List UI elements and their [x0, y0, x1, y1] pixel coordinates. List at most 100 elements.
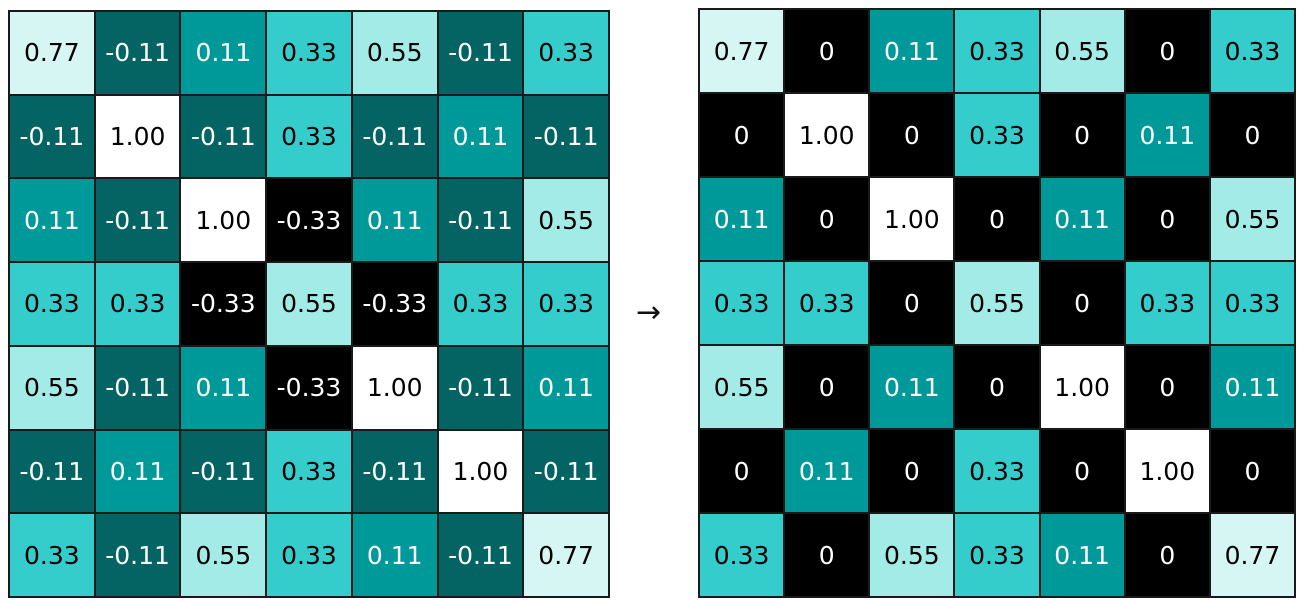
output-matrix-cell: 0.11: [1209, 345, 1295, 429]
input-matrix-cell: 0.33: [266, 513, 352, 597]
output-matrix-cell: 0: [1209, 93, 1295, 177]
input-matrix-cell: 0.11: [523, 345, 609, 430]
input-matrix-cell: 0.55: [180, 513, 267, 597]
input-matrix-cell: -0.11: [437, 178, 524, 263]
output-matrix-cell: 0.11: [784, 429, 870, 513]
input-matrix-cell: 0.33: [523, 11, 609, 95]
input-matrix-cell: 0.55: [9, 345, 95, 430]
output-matrix-cell: 0.33: [954, 513, 1040, 597]
output-matrix-cell: 0.55: [699, 345, 785, 429]
input-matrix-cell: -0.11: [94, 513, 181, 597]
output-matrix-cell: 0.33: [954, 93, 1040, 177]
output-matrix-cell: 0: [1039, 429, 1125, 513]
output-matrix-cell: 0: [1039, 261, 1125, 345]
input-matrix-cell: 1.00: [180, 178, 267, 263]
output-matrix-cell: 1.00: [869, 177, 955, 261]
input-matrix-cell: 0.33: [266, 94, 352, 179]
output-matrix-cell: 0: [784, 9, 870, 93]
output-matrix-cell: 0: [1209, 429, 1295, 513]
input-matrix-cell: 0.11: [351, 178, 438, 263]
output-matrix: 0.77 0 0.11 0.33 0.55 0 0.33 0 1.00 0 0.33 0 0.11 0 0.…: [698, 8, 1296, 598]
output-matrix-cell: 0: [869, 93, 955, 177]
output-matrix-cell: 0.11: [699, 177, 785, 261]
output-matrix-cell: 0: [699, 429, 785, 513]
output-matrix-cell: 0.77: [1209, 513, 1295, 597]
output-matrix-cell: 0: [1124, 177, 1210, 261]
output-matrix-cell: 0.77: [699, 9, 785, 93]
input-matrix-cell: -0.33: [351, 262, 438, 346]
output-matrix-cell: 0: [1124, 345, 1210, 429]
output-matrix-cell: 1.00: [1039, 345, 1125, 429]
output-matrix-cell: 0: [784, 177, 870, 261]
input-matrix-cell: -0.11: [437, 513, 524, 597]
input-matrix-cell: 0.33: [523, 262, 609, 346]
input-matrix-cell: 0.33: [266, 429, 352, 514]
input-matrix-cell: -0.11: [94, 345, 181, 430]
output-matrix-cell: 0.33: [699, 513, 785, 597]
output-matrix-cell: 0.55: [869, 513, 955, 597]
input-matrix-cell: 0.33: [9, 262, 95, 346]
input-matrix-cell: 0.11: [180, 11, 267, 95]
output-matrix-cell: 0.55: [954, 261, 1040, 345]
output-matrix-cell: 0: [869, 429, 955, 513]
input-matrix-cell: 0.55: [266, 262, 352, 346]
input-matrix-cell: 1.00: [351, 345, 438, 430]
output-matrix-cell: 0.33: [1209, 261, 1295, 345]
input-matrix-cell: 0.33: [94, 262, 181, 346]
output-matrix-cell: 0: [1039, 93, 1125, 177]
output-matrix-cell: 0: [784, 345, 870, 429]
input-matrix-cell: 1.00: [94, 94, 181, 179]
output-matrix-cell: 1.00: [784, 93, 870, 177]
input-matrix-cell: 1.00: [437, 429, 524, 514]
output-matrix-cell: 0.11: [1039, 513, 1125, 597]
input-matrix-cell: -0.11: [94, 178, 181, 263]
input-matrix-cell: -0.33: [180, 262, 267, 346]
output-matrix-cell: 0.33: [954, 429, 1040, 513]
input-matrix-cell: -0.11: [437, 345, 524, 430]
output-matrix-cell: 0.33: [954, 9, 1040, 93]
input-matrix-cell: -0.11: [437, 11, 524, 95]
output-matrix-cell: 0.11: [1124, 93, 1210, 177]
output-matrix-cell: 0.55: [1039, 9, 1125, 93]
output-matrix-cell: 0: [699, 93, 785, 177]
output-matrix-cell: 0.11: [1039, 177, 1125, 261]
input-matrix-cell: -0.11: [351, 429, 438, 514]
output-matrix-cell: 1.00: [1124, 429, 1210, 513]
output-matrix-cell: 0: [869, 261, 955, 345]
input-matrix-cell: 0.55: [351, 11, 438, 95]
output-matrix-cell: 0: [954, 345, 1040, 429]
input-matrix-cell: -0.33: [266, 178, 352, 263]
output-matrix-cell: 0.11: [869, 345, 955, 429]
output-matrix-cell: 0.33: [1209, 9, 1295, 93]
input-matrix-cell: -0.11: [351, 94, 438, 179]
input-matrix-cell: -0.11: [180, 94, 267, 179]
input-matrix-cell: -0.11: [180, 429, 267, 514]
output-matrix-cell: 0: [1124, 513, 1210, 597]
output-matrix-cell: 0.11: [869, 9, 955, 93]
input-matrix-cell: 0.77: [523, 513, 609, 597]
output-matrix-cell: 0.33: [1124, 261, 1210, 345]
output-matrix-cell: 0.55: [1209, 177, 1295, 261]
output-matrix-cell: 0: [1124, 9, 1210, 93]
input-matrix-cell: 0.11: [180, 345, 267, 430]
input-matrix-cell: -0.11: [94, 11, 181, 95]
input-matrix-cell: 0.33: [9, 513, 95, 597]
input-matrix-cell: -0.11: [9, 429, 95, 514]
output-matrix-cell: 0.33: [699, 261, 785, 345]
input-matrix-cell: 0.11: [351, 513, 438, 597]
input-matrix-cell: 0.55: [523, 178, 609, 263]
input-matrix-cell: -0.11: [523, 94, 609, 179]
input-matrix-cell: 0.11: [94, 429, 181, 514]
input-matrix-cell: 0.77: [9, 11, 95, 95]
input-matrix-cell: -0.33: [266, 345, 352, 430]
output-matrix-cell: 0: [784, 513, 870, 597]
input-matrix-cell: 0.11: [9, 178, 95, 263]
input-matrix-cell: -0.11: [523, 429, 609, 514]
input-matrix-cell: -0.11: [9, 94, 95, 179]
right-arrow-icon: →: [636, 295, 662, 330]
input-matrix-cell: 0.11: [437, 94, 524, 179]
output-matrix-cell: 0.33: [784, 261, 870, 345]
input-matrix-cell: 0.33: [437, 262, 524, 346]
input-matrix: 0.77 -0.11 0.11 0.33 0.55 -0.11 0.33 -0.11 1.00-…: [8, 10, 610, 598]
output-matrix-cell: 0: [954, 177, 1040, 261]
